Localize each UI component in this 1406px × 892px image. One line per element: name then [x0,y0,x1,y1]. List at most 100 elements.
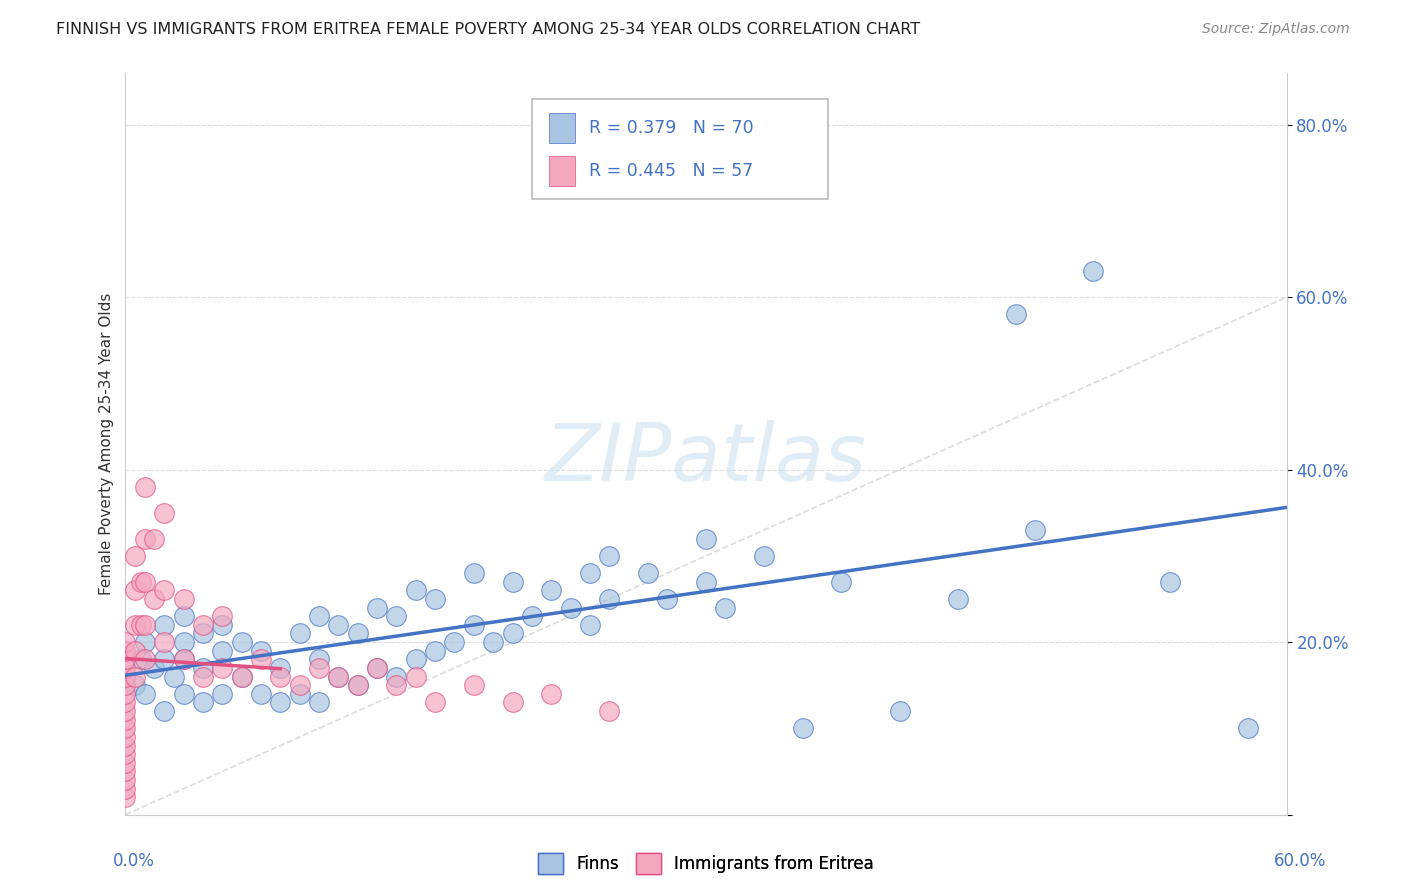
Point [423,592,446,607]
Point [288,687,311,701]
Point [173,609,195,624]
Point [114,661,136,675]
Point [114,739,136,753]
Point [114,764,136,779]
Point [502,574,524,589]
Point [114,756,136,770]
Point [269,661,291,675]
Point [482,635,505,649]
Point [191,626,214,640]
Point [269,670,291,684]
Point [173,652,195,666]
Text: R = 0.445   N = 57: R = 0.445 N = 57 [589,162,754,180]
Point [405,670,427,684]
Point [124,549,146,563]
Point [288,678,311,692]
Point [134,574,156,589]
Point [831,574,853,589]
Text: 60.0%: 60.0% [1274,852,1327,870]
FancyBboxPatch shape [550,113,575,143]
Point [114,687,136,701]
Point [134,618,156,632]
Point [540,583,562,598]
Point [173,687,195,701]
Point [328,618,350,632]
Point [463,566,485,581]
Point [129,618,152,632]
Point [423,644,446,658]
Point [598,549,620,563]
Point [308,696,330,710]
FancyBboxPatch shape [550,156,575,186]
Point [308,661,330,675]
Point [114,790,136,805]
Point [423,696,446,710]
Point [114,730,136,744]
Point [129,574,152,589]
Text: 0.0%: 0.0% [112,852,155,870]
Point [143,592,166,607]
Point [231,670,253,684]
Point [173,652,195,666]
Point [134,652,156,666]
Point [124,618,146,632]
Point [250,687,273,701]
Point [889,704,911,718]
Point [134,635,156,649]
Point [114,678,136,692]
Point [598,592,620,607]
Point [695,532,717,546]
Point [114,696,136,710]
Point [211,644,233,658]
Point [114,747,136,762]
Point [385,670,408,684]
Point [114,635,136,649]
Point [124,644,146,658]
Point [443,635,465,649]
Point [269,696,291,710]
Point [792,722,814,736]
Point [346,678,368,692]
Point [114,773,136,788]
Point [1081,264,1104,278]
Point [366,661,388,675]
Point [366,661,388,675]
Point [124,678,146,692]
Point [173,635,195,649]
Point [366,600,388,615]
Point [1237,722,1260,736]
Point [250,644,273,658]
Point [463,618,485,632]
Point [129,652,152,666]
Legend: Finns, Immigrants from Eritrea: Finns, Immigrants from Eritrea [531,847,880,880]
Point [520,609,543,624]
Point [191,696,214,710]
Point [288,626,311,640]
Point [579,566,602,581]
Point [114,670,136,684]
Point [211,661,233,675]
Point [579,618,602,632]
Point [124,583,146,598]
Point [191,670,214,684]
Point [231,635,253,649]
Point [1024,523,1046,537]
Point [211,609,233,624]
Point [124,670,146,684]
Point [153,506,176,520]
Point [114,704,136,718]
Point [308,652,330,666]
Text: ZIPatlas: ZIPatlas [546,419,868,498]
Point [134,480,156,494]
Text: R = 0.379   N = 70: R = 0.379 N = 70 [589,119,754,136]
Point [598,704,620,718]
Point [463,678,485,692]
Point [328,670,350,684]
Point [191,618,214,632]
Point [163,670,186,684]
Text: FINNISH VS IMMIGRANTS FROM ERITREA FEMALE POVERTY AMONG 25-34 YEAR OLDS CORRELAT: FINNISH VS IMMIGRANTS FROM ERITREA FEMAL… [56,22,921,37]
Point [114,644,136,658]
Point [191,661,214,675]
Point [153,704,176,718]
Point [346,678,368,692]
